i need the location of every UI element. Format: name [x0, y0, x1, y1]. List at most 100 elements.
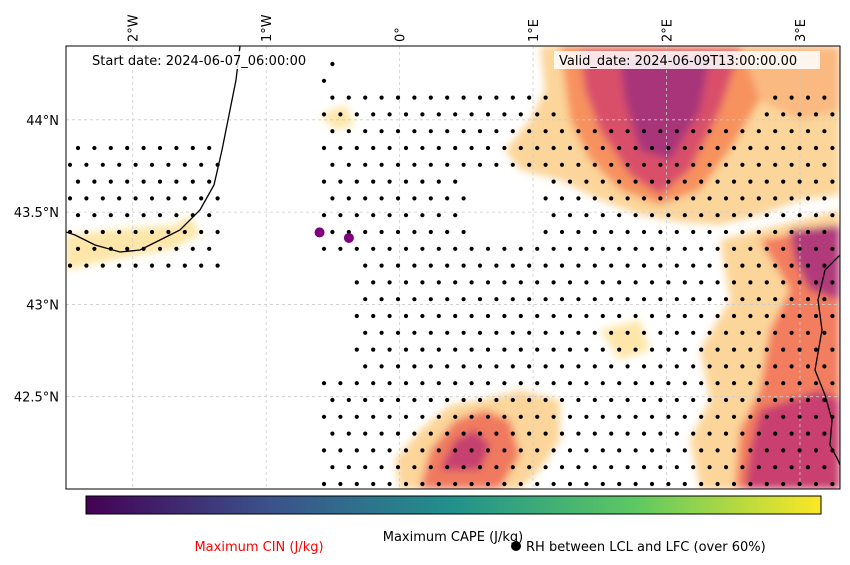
rh-dot — [453, 280, 458, 285]
rh-dot — [477, 431, 483, 436]
rh-dot — [428, 431, 433, 436]
rh-dot — [666, 213, 671, 218]
rh-dot — [764, 448, 769, 453]
rh-dot — [715, 313, 720, 319]
rh-dot — [789, 263, 794, 268]
rh-dot — [477, 263, 483, 268]
rh-dot — [543, 364, 548, 369]
rh-dot — [830, 448, 835, 453]
rh-dot — [797, 448, 802, 453]
rh-dot — [707, 196, 712, 201]
rh-dot — [830, 347, 835, 352]
rh-dot — [633, 280, 638, 285]
rh-dot — [830, 112, 835, 117]
rh-dot — [84, 263, 89, 268]
rh-dot — [797, 481, 802, 487]
rh-dot — [764, 347, 769, 352]
rh-dot — [625, 397, 630, 403]
rh-dot — [649, 414, 655, 419]
rh-dot — [740, 297, 745, 302]
rh-dot — [133, 229, 138, 235]
rh-dot — [371, 280, 376, 285]
rh-dot — [403, 112, 409, 117]
rh-dot — [321, 246, 327, 251]
rh-dot — [822, 330, 827, 335]
rh-dot — [346, 431, 351, 436]
rh-dot — [190, 179, 195, 184]
rh-dot — [691, 196, 696, 201]
rh-dot — [453, 145, 458, 151]
rh-dot — [764, 280, 769, 285]
rh-dot — [666, 313, 671, 319]
rh-dot — [387, 381, 392, 386]
rh-dot — [371, 246, 376, 251]
rh-dot — [379, 465, 384, 470]
rh-dot — [576, 129, 581, 134]
rh-dot — [445, 263, 450, 268]
rh-dot — [453, 112, 458, 117]
rh-dot — [412, 263, 417, 268]
rh-dot — [576, 297, 581, 302]
rh-dot — [617, 280, 622, 285]
rh-dot — [764, 481, 769, 487]
rh-dot — [641, 397, 647, 403]
rh-dot — [584, 381, 589, 386]
rh-dot — [797, 313, 802, 319]
rh-dot — [387, 145, 392, 151]
rh-dot — [453, 213, 458, 218]
latitude-tick-label: 43.5°N — [14, 206, 59, 221]
rh-dot — [117, 229, 122, 235]
rh-dot — [666, 381, 671, 386]
rh-dot — [527, 397, 532, 403]
rh-dot — [633, 179, 638, 184]
rh-dot — [199, 196, 204, 201]
rh-dot — [789, 364, 794, 369]
rh-dot — [543, 397, 548, 403]
rh-dot — [477, 129, 483, 134]
rh-dot — [518, 481, 523, 487]
rh-dot — [797, 246, 802, 251]
rh-dot — [789, 162, 794, 167]
rh-dot — [781, 246, 786, 251]
rh-dot — [428, 129, 433, 134]
rh-dot — [445, 129, 450, 134]
rh-dot — [682, 347, 687, 352]
rh-dot — [600, 414, 605, 419]
rh-dot — [108, 213, 113, 218]
rh-dot — [822, 465, 827, 470]
rh-dot — [494, 162, 499, 167]
rh-dot — [338, 246, 343, 251]
rh-dot — [822, 196, 827, 201]
rh-dot — [740, 263, 745, 268]
rh-dot — [731, 179, 737, 184]
rh-dot — [641, 297, 647, 302]
rh-dot — [363, 229, 368, 235]
rh-dot — [805, 95, 811, 100]
rh-dot — [822, 364, 827, 369]
rh-dot — [723, 330, 729, 335]
rh-dot — [609, 397, 614, 403]
rh-dot — [395, 431, 401, 436]
rh-dot — [445, 162, 450, 167]
rh-dot — [321, 145, 327, 151]
rh-dot — [494, 431, 499, 436]
rh-dot — [535, 481, 540, 487]
rh-dot — [592, 297, 597, 302]
rh-dot — [567, 448, 573, 453]
rh-dot — [781, 313, 786, 319]
rh-dot — [584, 481, 589, 487]
cin-point — [314, 227, 325, 238]
cape-colorbar — [85, 495, 822, 515]
rh-dot — [117, 263, 122, 268]
rh-dot — [649, 313, 655, 319]
rh-dot — [363, 95, 368, 100]
rh-dot — [346, 196, 351, 201]
rh-dot — [330, 196, 335, 201]
rh-dot — [190, 213, 195, 218]
rh-dot — [805, 330, 811, 335]
rh-dot — [748, 448, 753, 453]
rh-dot — [403, 246, 409, 251]
rh-dot — [141, 213, 146, 218]
rh-dot — [125, 179, 130, 184]
